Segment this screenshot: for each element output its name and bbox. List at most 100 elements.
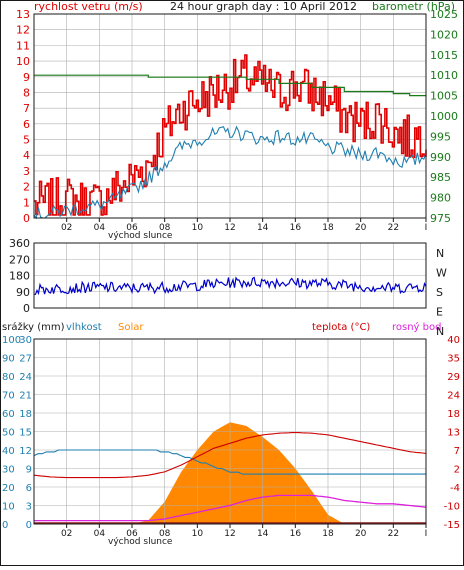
compass-label: W [436,267,447,280]
humidity-tick-label: 80 [2,372,15,383]
lower-xaxis-label: 22 [388,529,399,539]
wind-xaxis-label: 22 [388,223,399,233]
lower-xaxis-label: 10 [192,529,204,539]
compass-label: E [436,306,443,319]
wind-tick-label: 0 [23,212,30,225]
lower-xaxis-label: 02 [61,529,72,539]
humidity-tick-label: 90 [2,354,15,365]
wind-xaxis-label: 16 [290,223,302,233]
rain-tick-label: 0 [26,520,32,531]
wind-xaxis-label: 12 [224,223,235,233]
wind-tick-label: 12 [16,24,30,37]
temperature-tick-label: 24 [447,391,460,402]
rain-tick-label: 3 [26,502,32,513]
barometer-axis-label: barometr (hPa) [372,0,455,13]
wind-xaxis-label: 10 [192,223,204,233]
wind-xaxis-label: 20 [355,223,367,233]
lower-xaxis-label: 14 [257,529,269,539]
wind-tick-label: 1 [23,196,30,209]
wind-axis-label: rychlost vetru (m/s) [34,0,143,13]
rain-tick-label: 9 [26,465,32,476]
rain-tick-label: 30 [19,335,32,346]
temperature-legend: teplota (°C) [312,322,370,333]
wind-xaxis-label: 08 [159,223,171,233]
humidity-tick-label: 0 [2,520,8,531]
lower-xaxis-label: 06 [126,529,138,539]
barometer-tick-label: 1020 [430,28,458,41]
rain-tick-label: 15 [19,428,32,439]
rain-legend: srážky (mm) [2,321,65,333]
wind-xaxis-label: 14 [257,223,269,233]
graph-title: 24 hour graph day : 10 April 2012 [170,0,357,13]
humidity-tick-label: 100 [2,335,21,346]
barometer-tick-label: 1015 [430,49,458,62]
humidity-tick-label: 40 [2,446,15,457]
solar-legend: Solar [118,322,144,333]
barometer-tick-label: 985 [430,171,451,184]
compass-label: N [436,247,444,260]
wind-tick-label: 11 [16,39,30,52]
rain-tick-label: 27 [19,354,32,365]
wind-tick-label: 4 [23,149,30,162]
sunrise-label-bottom: východ slunce [108,537,173,547]
humidity-line [33,449,426,475]
rain-tick-label: 24 [19,372,32,383]
rain-tick-label: 12 [19,446,32,457]
humidity-tick-label: 20 [2,483,15,494]
barometer-tick-label: 975 [430,212,451,225]
direction-tick-label: 180 [9,270,30,283]
wind-xaxis-label: 04 [94,223,106,233]
wind-xaxis-label: 18 [322,223,334,233]
barometer-line [34,74,426,97]
wind-tick-label: 8 [23,86,30,99]
temperature-tick-label: 35 [447,354,460,365]
compass-label: S [436,286,443,299]
wind-speed-line [34,54,427,216]
plot-layer: 0123456789101112139759809859909951000100… [2,8,460,539]
temperature-tick-label: 29 [447,372,460,383]
temperature-tick-label: 18 [447,409,460,420]
wind-tick-label: 7 [23,102,30,115]
wind-average-line [33,125,427,220]
barometer-tick-label: 980 [430,192,451,205]
lower-xaxis-label: I [425,529,428,539]
direction-tick-label: 360 [9,237,30,250]
wind-tick-label: 2 [23,181,30,194]
wind-xaxis-label: 06 [126,223,138,233]
lower-xaxis-label: 12 [224,529,235,539]
wind-tick-label: 6 [23,118,30,131]
lower-xaxis-label: 18 [322,529,334,539]
lower-xaxis-label: 04 [94,529,106,539]
rain-tick-label: 21 [19,391,32,402]
temperature-tick-label: 2 [454,465,460,476]
barometer-tick-label: 1010 [430,69,458,82]
direction-tick-label: 90 [16,286,30,299]
rain-tick-label: 18 [19,409,32,420]
temperature-tick-label: 13 [447,428,460,439]
sunrise-label-top: východ slunce [108,231,173,241]
lower-xaxis-label: 16 [290,529,302,539]
wind-tick-label: 13 [16,8,30,21]
wind-tick-label: 5 [23,134,30,147]
temperature-line [33,431,427,479]
wind-tick-label: 10 [16,55,30,68]
barometer-tick-label: 1000 [430,110,458,123]
barometer-tick-label: 990 [430,151,451,164]
wind-tick-label: 9 [23,71,30,84]
temperature-tick-label: 7 [454,446,460,457]
temperature-tick-label: -4 [450,483,460,494]
direction-tick-label: 270 [9,253,30,266]
direction-plot-frame [33,242,427,309]
dewpoint-line [34,494,427,522]
rain-tick-label: 6 [26,483,32,494]
humidity-legend: vlhkost [66,322,102,333]
temperature-tick-label: 40 [447,335,460,346]
humidity-tick-label: 10 [2,502,15,513]
barometer-tick-label: 995 [430,130,451,143]
barometer-tick-label: 1025 [430,8,458,21]
barometer-tick-label: 1005 [430,90,458,103]
compass-label: N [436,325,444,338]
temperature-tick-label: -15 [444,520,460,531]
